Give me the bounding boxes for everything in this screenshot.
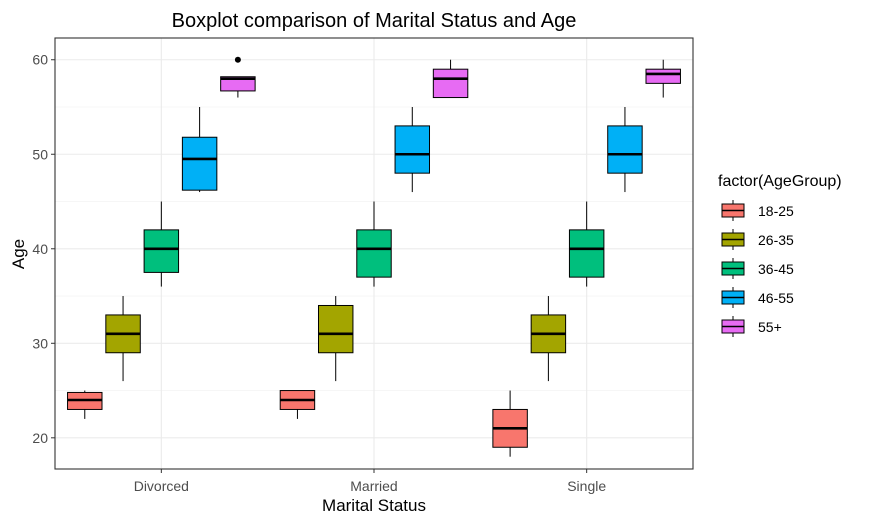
legend-label: 36-45 bbox=[758, 261, 794, 277]
box-46-55-Single bbox=[607, 106, 643, 193]
legend: factor(AgeGroup) 18-25 26-35 36-45 46-55 55+ bbox=[718, 173, 842, 337]
y-tick-label: 30 bbox=[32, 335, 48, 351]
box-iqr bbox=[220, 76, 256, 92]
legend-label: 46-55 bbox=[758, 290, 794, 306]
box-46-55-Divorced bbox=[181, 106, 218, 193]
x-axis-ticks: Divorced Married Single bbox=[134, 469, 606, 494]
box-iqr bbox=[143, 229, 180, 273]
box-series bbox=[67, 56, 681, 457]
box-iqr bbox=[181, 136, 218, 191]
y-tick-label: 50 bbox=[32, 146, 48, 162]
legend-item-26-35: 26-35 bbox=[721, 229, 794, 250]
x-tick-label: Divorced bbox=[134, 478, 189, 494]
box-36-45-Married bbox=[356, 201, 392, 287]
legend-label: 55+ bbox=[758, 319, 782, 335]
box-iqr bbox=[356, 229, 392, 278]
box-iqr bbox=[607, 125, 643, 174]
box-iqr bbox=[317, 304, 354, 354]
box-18-25-Divorced bbox=[67, 390, 103, 419]
box-iqr bbox=[568, 229, 605, 278]
legend-item-18-25: 18-25 bbox=[721, 200, 794, 221]
legend-item-55+: 55+ bbox=[721, 316, 782, 337]
x-tick-label: Married bbox=[350, 478, 397, 494]
y-axis-ticks: 20 30 40 50 60 bbox=[32, 52, 55, 446]
box-55+-Married bbox=[432, 59, 469, 99]
box-26-35-Married bbox=[317, 296, 354, 382]
box-18-25-Married bbox=[279, 390, 316, 419]
box-55+-Single bbox=[645, 59, 681, 98]
box-36-45-Single bbox=[568, 201, 605, 287]
box-18-25-Single bbox=[492, 390, 528, 457]
outlier-point bbox=[234, 56, 241, 63]
legend-label: 26-35 bbox=[758, 232, 794, 248]
x-tick-label: Single bbox=[567, 478, 606, 494]
box-iqr bbox=[645, 68, 681, 84]
y-tick-label: 60 bbox=[32, 52, 48, 68]
box-36-45-Divorced bbox=[143, 201, 180, 287]
y-tick-label: 20 bbox=[32, 430, 48, 446]
legend-title: factor(AgeGroup) bbox=[718, 173, 842, 190]
chart-title: Boxplot comparison of Marital Status and… bbox=[172, 10, 577, 32]
x-axis-title: Marital Status bbox=[322, 496, 426, 515]
y-axis-title: Age bbox=[9, 239, 28, 269]
box-iqr bbox=[394, 125, 431, 174]
legend-label: 18-25 bbox=[758, 203, 794, 219]
box-26-35-Divorced bbox=[105, 296, 141, 382]
box-46-55-Married bbox=[394, 106, 431, 193]
legend-item-36-45: 36-45 bbox=[721, 258, 794, 279]
box-26-35-Single bbox=[530, 296, 567, 382]
box-iqr bbox=[432, 68, 469, 99]
y-tick-label: 40 bbox=[32, 241, 48, 257]
legend-item-46-55: 46-55 bbox=[721, 287, 794, 308]
box-55+-Divorced bbox=[220, 56, 256, 98]
